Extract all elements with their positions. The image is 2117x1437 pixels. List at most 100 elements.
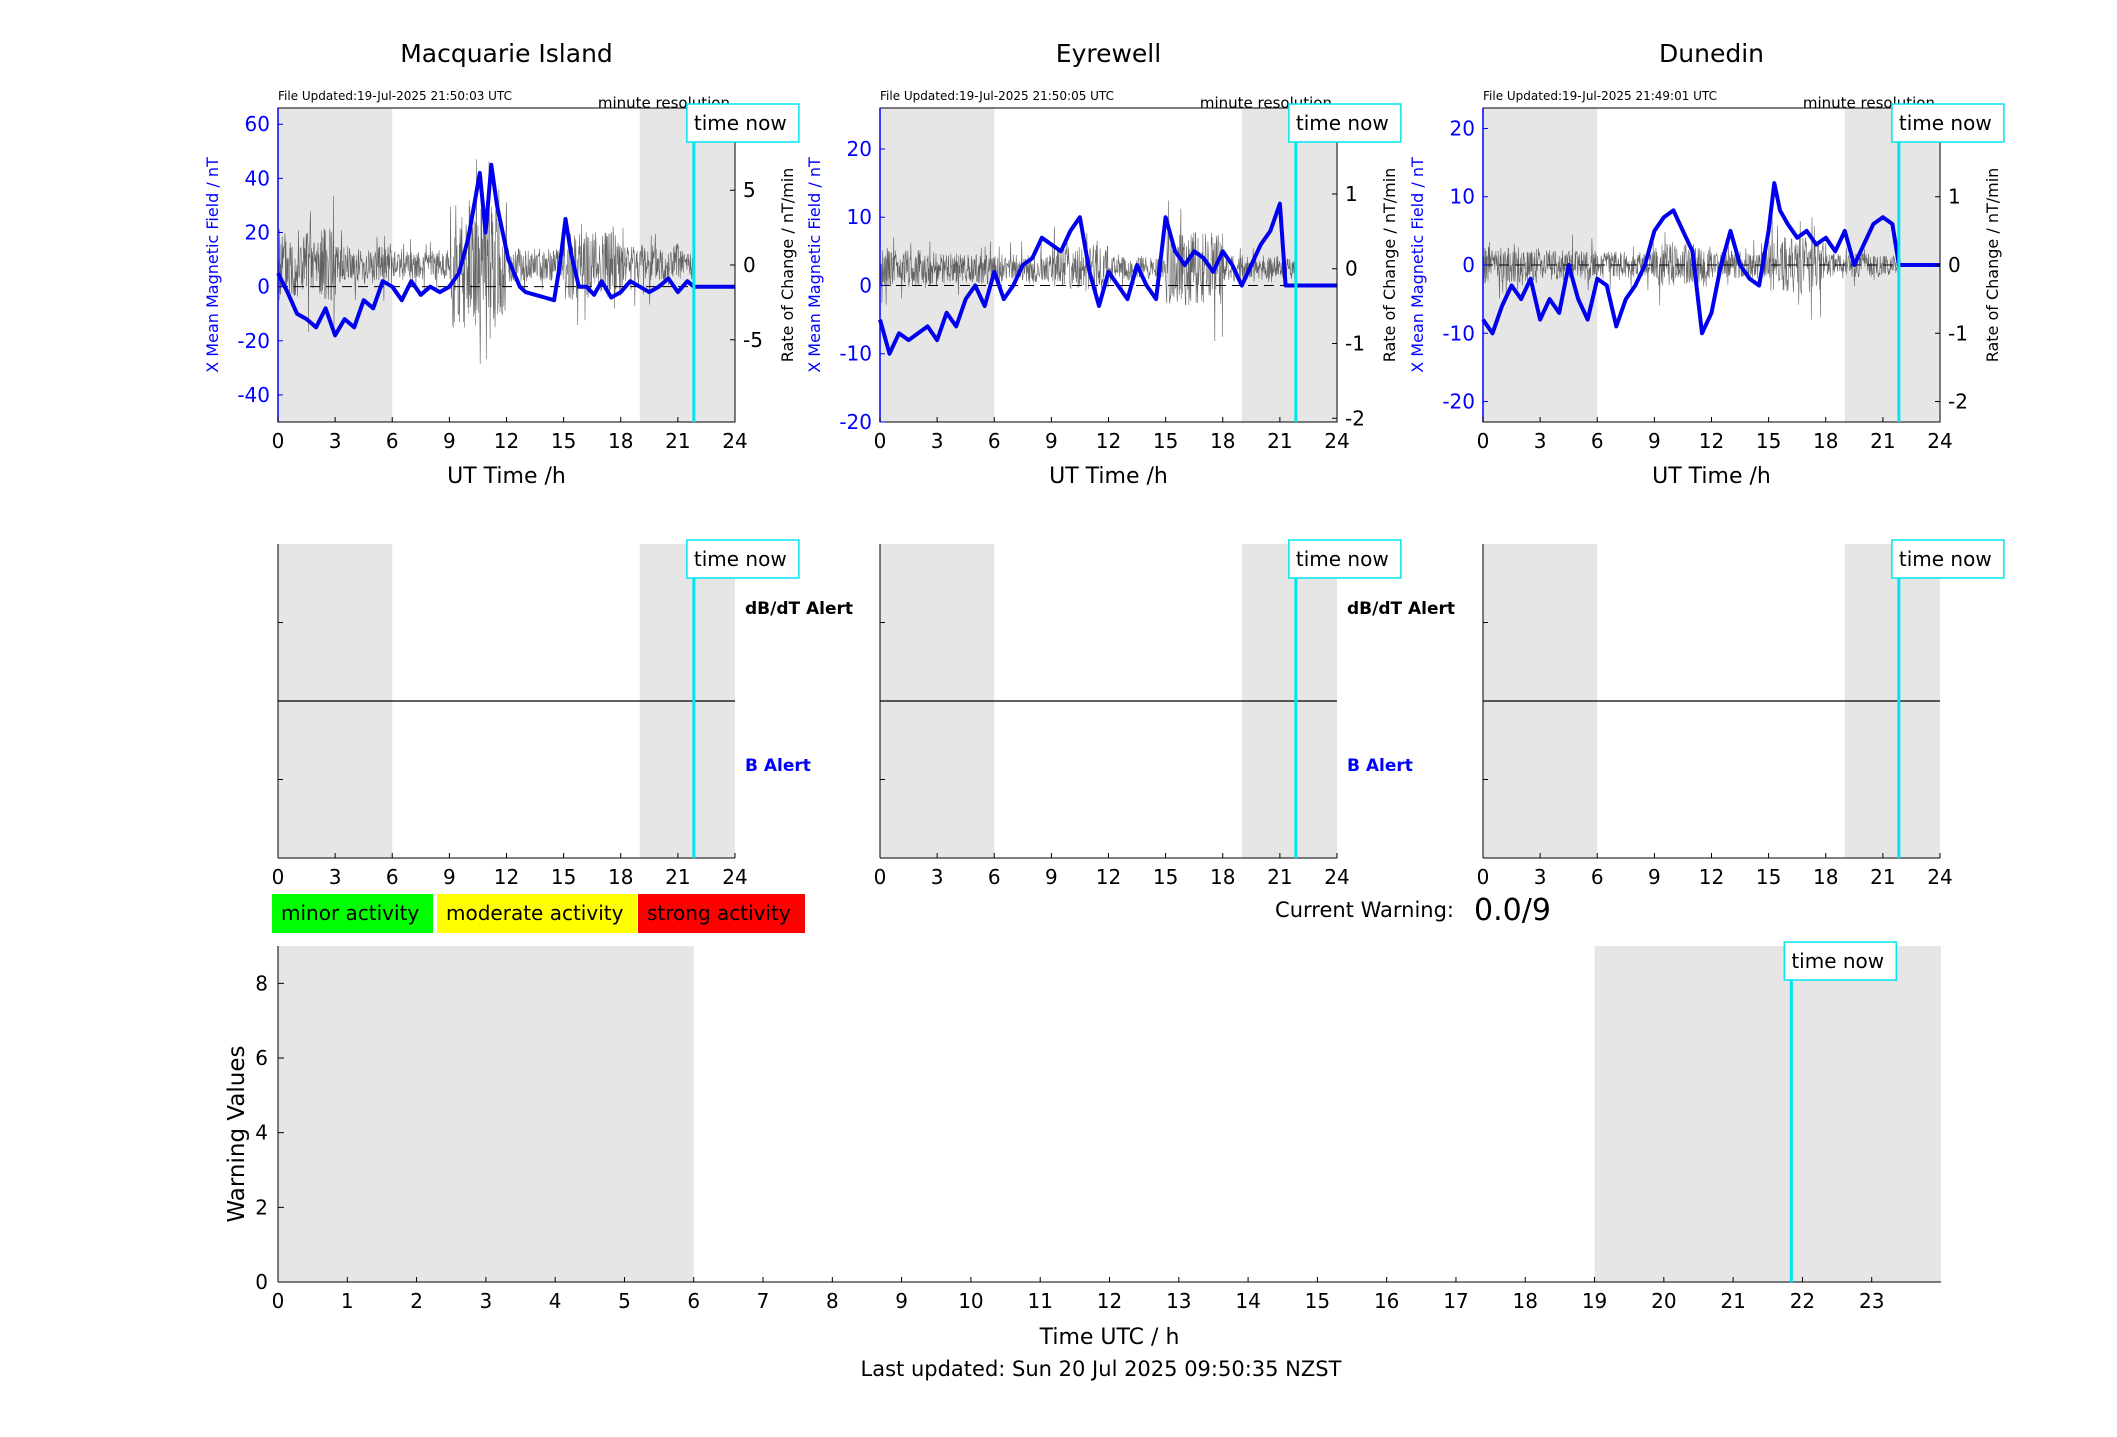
station-title: Eyrewell: [1056, 39, 1161, 68]
x-tick-label: 15: [551, 429, 576, 453]
dbdt-alert-label: dB/dT Alert: [745, 599, 853, 619]
x-tick-label: 12: [494, 865, 519, 889]
x-tick-label: 18: [1210, 429, 1235, 453]
file-updated: File Updated:19-Jul-2025 21:50:03 UTC: [278, 89, 512, 103]
activity-legend: minor activity moderate activity strong ac…: [272, 894, 805, 933]
y-tick-label: 20: [245, 221, 270, 245]
time-now-label-box: [1783, 941, 1898, 981]
alert-panel: dB/dT Alert B Alert 0 3 6 9 12 15 18 21 24 time now: [874, 539, 1455, 889]
rate-of-change-series: [1482, 215, 1898, 320]
y-tick-label: 10: [847, 205, 872, 229]
night-shading: [1594, 946, 1941, 1282]
x-tick-label: 6: [988, 429, 1001, 453]
y-axis-label-left: X Mean Magnetic Field / nT: [1408, 157, 1427, 373]
x-axis-label: Time UTC / h: [1039, 1325, 1180, 1350]
x-tick-label: 15: [1153, 429, 1178, 453]
y-tick-label: -20: [1442, 390, 1475, 414]
alert-panels: dB/dT Alert B Alert 0 3 6 9 12 15 18 21 24 time now…: [272, 539, 2005, 889]
x-tick-label: 10: [958, 1289, 983, 1313]
magnetic-field-series: [878, 201, 1337, 356]
x-tick-label: 9: [895, 1289, 908, 1313]
station-title: Dunedin: [1659, 39, 1764, 68]
rate-of-change-series: [277, 159, 693, 364]
x-tick-label: 9: [1648, 429, 1661, 453]
y-tick-label-right: 0: [743, 253, 756, 277]
x-tick-label: 0: [272, 865, 285, 889]
x-tick-label: 24: [722, 865, 747, 889]
x-tick-label: 6: [1591, 865, 1604, 889]
x-tick-label: 12: [1699, 429, 1724, 453]
x-tick-label: 24: [722, 429, 747, 453]
x-tick-label: 21: [1870, 865, 1895, 889]
x-tick-label: 15: [1153, 865, 1178, 889]
x-tick-label: 6: [1591, 429, 1604, 453]
y-tick-label: -20: [839, 410, 872, 434]
x-tick-label: 0: [272, 429, 285, 453]
top-panels: Macquarie Island File Updated:19-Jul-2025…: [203, 39, 2005, 489]
time-now-label-box: [1891, 539, 2005, 579]
legend-label: moderate activity: [446, 901, 624, 925]
y-axis-label-left: X Mean Magnetic Field / nT: [203, 157, 222, 373]
x-tick-label: 21: [1267, 429, 1292, 453]
magnetic-field-series: [1481, 181, 1940, 336]
alert-panel: 0 3 6 9 12 15 18 21 24 time now: [1477, 539, 2005, 889]
y-tick-label: 40: [245, 166, 270, 190]
x-tick-label: 20: [1651, 1289, 1676, 1313]
y-tick-label-right: 5: [743, 178, 756, 202]
x-tick-label: 3: [1534, 865, 1547, 889]
x-tick-label: 21: [665, 865, 690, 889]
y-axis-label-right: Rate of Change / nT/min: [778, 168, 797, 363]
legend-label: minor activity: [281, 901, 419, 925]
x-tick-label: 21: [1870, 429, 1895, 453]
x-tick-label: 24: [1927, 429, 1952, 453]
y-tick-label: -10: [1442, 321, 1475, 345]
x-tick-label: 7: [757, 1289, 770, 1313]
y-tick-label-right: 1: [1948, 185, 1961, 209]
x-tick-label: 18: [1813, 429, 1838, 453]
time-now-label-box: [686, 103, 800, 143]
y-tick-label-right: 0: [1345, 257, 1358, 281]
x-tick-label: 12: [1096, 429, 1121, 453]
time-now-label-box: [1288, 539, 1402, 579]
station-panel: Macquarie Island File Updated:19-Jul-2025…: [203, 39, 800, 489]
x-tick-label: 21: [665, 429, 690, 453]
y-tick-label: 2: [255, 1195, 268, 1219]
x-tick-label: 6: [687, 1289, 700, 1313]
x-tick-label: 18: [1210, 865, 1235, 889]
b-alert-label: B Alert: [745, 756, 811, 776]
station-panel: Eyrewell File Updated:19-Jul-2025 21:50:0…: [805, 39, 1402, 489]
y-tick-label: 6: [255, 1046, 268, 1070]
time-now-label: time now: [1296, 547, 1389, 571]
x-tick-label: 3: [480, 1289, 493, 1313]
y-tick-label: -20: [237, 329, 270, 353]
x-tick-label: 9: [1045, 865, 1058, 889]
y-tick-label: 8: [255, 971, 268, 995]
x-tick-label: 0: [874, 865, 887, 889]
x-tick-label: 6: [386, 429, 399, 453]
x-tick-label: 6: [386, 865, 399, 889]
y-tick-label: 0: [255, 1270, 268, 1294]
x-tick-label: 24: [1324, 865, 1349, 889]
x-tick-label: 3: [329, 865, 342, 889]
y-axis-label: Warning Values: [224, 1045, 250, 1222]
x-tick-label: 9: [443, 865, 456, 889]
x-tick-label: 9: [1045, 429, 1058, 453]
x-tick-label: 1: [341, 1289, 354, 1313]
time-now-label: time now: [694, 111, 787, 135]
x-tick-label: 18: [1813, 865, 1838, 889]
file-updated: File Updated:19-Jul-2025 21:50:05 UTC: [880, 89, 1114, 103]
file-updated: File Updated:19-Jul-2025 21:49:01 UTC: [1483, 89, 1717, 103]
x-tick-label: 12: [1097, 1289, 1122, 1313]
x-tick-label: 24: [1324, 429, 1349, 453]
x-tick-label: 5: [618, 1289, 631, 1313]
x-tick-label: 22: [1790, 1289, 1815, 1313]
x-axis-label: UT Time /h: [1652, 464, 1771, 489]
x-tick-label: 4: [549, 1289, 562, 1313]
x-tick-label: 15: [551, 865, 576, 889]
x-tick-label: 2: [410, 1289, 423, 1313]
x-axis-label: UT Time /h: [447, 464, 566, 489]
b-alert-label: B Alert: [1347, 756, 1413, 776]
x-tick-label: 3: [1534, 429, 1547, 453]
